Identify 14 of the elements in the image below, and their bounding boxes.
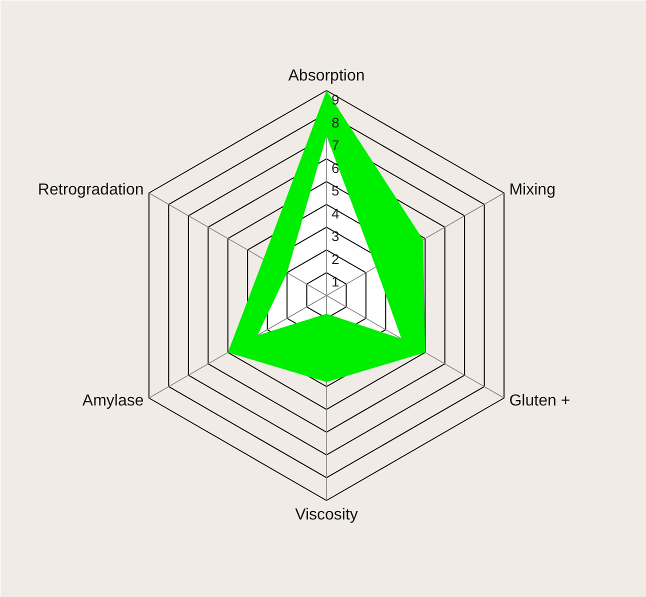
y-tick-label: 3	[332, 228, 340, 244]
spoke-label: Gluten +	[509, 392, 570, 410]
y-tick-label: 5	[332, 182, 340, 199]
spoke-label: Viscosity	[295, 506, 358, 524]
spoke-label: Retrogradation	[38, 182, 144, 198]
y-tick-label: 7	[332, 137, 340, 154]
y-tick-label: 6	[332, 160, 340, 176]
y-tick-label: 1	[332, 274, 340, 290]
spoke-label: Absorption	[288, 68, 365, 84]
y-tick-label: 4	[332, 205, 340, 222]
spoke-label: Mixing	[509, 182, 556, 198]
y-tick-label: 8	[332, 114, 340, 130]
spoke-label: Amylase	[82, 392, 144, 410]
y-tick-label: 2	[332, 250, 340, 267]
